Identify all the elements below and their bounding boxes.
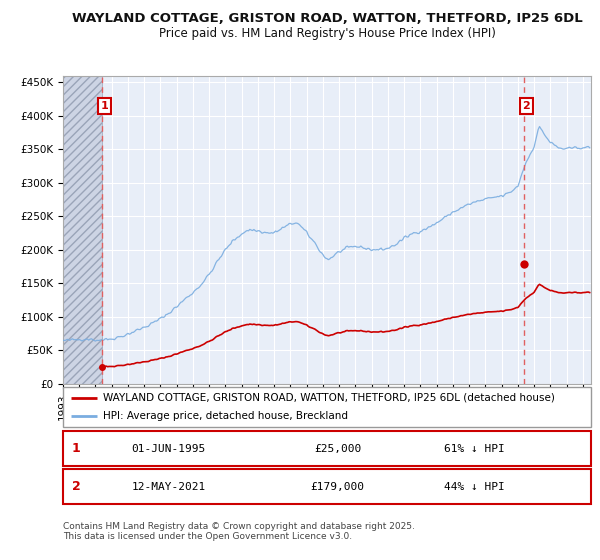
Text: WAYLAND COTTAGE, GRISTON ROAD, WATTON, THETFORD, IP25 6DL: WAYLAND COTTAGE, GRISTON ROAD, WATTON, T… <box>71 12 583 25</box>
Text: 12-MAY-2021: 12-MAY-2021 <box>131 482 206 492</box>
FancyBboxPatch shape <box>63 387 591 427</box>
Text: 01-JUN-1995: 01-JUN-1995 <box>131 444 206 454</box>
Text: Price paid vs. HM Land Registry's House Price Index (HPI): Price paid vs. HM Land Registry's House … <box>158 27 496 40</box>
FancyBboxPatch shape <box>63 431 591 466</box>
Text: HPI: Average price, detached house, Breckland: HPI: Average price, detached house, Brec… <box>103 412 347 421</box>
Text: 2: 2 <box>72 480 80 493</box>
Text: WAYLAND COTTAGE, GRISTON ROAD, WATTON, THETFORD, IP25 6DL (detached house): WAYLAND COTTAGE, GRISTON ROAD, WATTON, T… <box>103 393 554 403</box>
Text: 44% ↓ HPI: 44% ↓ HPI <box>445 482 505 492</box>
Text: 1: 1 <box>101 101 109 111</box>
Text: Contains HM Land Registry data © Crown copyright and database right 2025.
This d: Contains HM Land Registry data © Crown c… <box>63 522 415 542</box>
Text: 1: 1 <box>72 442 80 455</box>
Text: £25,000: £25,000 <box>314 444 361 454</box>
Text: 2: 2 <box>523 101 530 111</box>
Bar <box>63 76 103 384</box>
Text: 61% ↓ HPI: 61% ↓ HPI <box>445 444 505 454</box>
Text: £179,000: £179,000 <box>311 482 365 492</box>
FancyBboxPatch shape <box>63 469 591 504</box>
